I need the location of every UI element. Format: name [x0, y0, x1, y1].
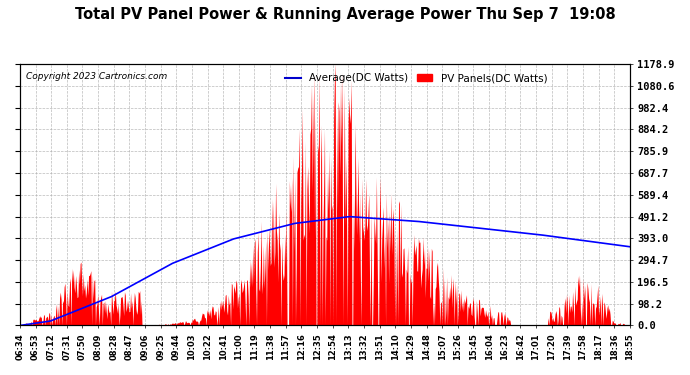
Text: Copyright 2023 Cartronics.com: Copyright 2023 Cartronics.com: [26, 72, 167, 81]
Text: Total PV Panel Power & Running Average Power Thu Sep 7  19:08: Total PV Panel Power & Running Average P…: [75, 8, 615, 22]
Legend: Average(DC Watts), PV Panels(DC Watts): Average(DC Watts), PV Panels(DC Watts): [282, 69, 551, 87]
